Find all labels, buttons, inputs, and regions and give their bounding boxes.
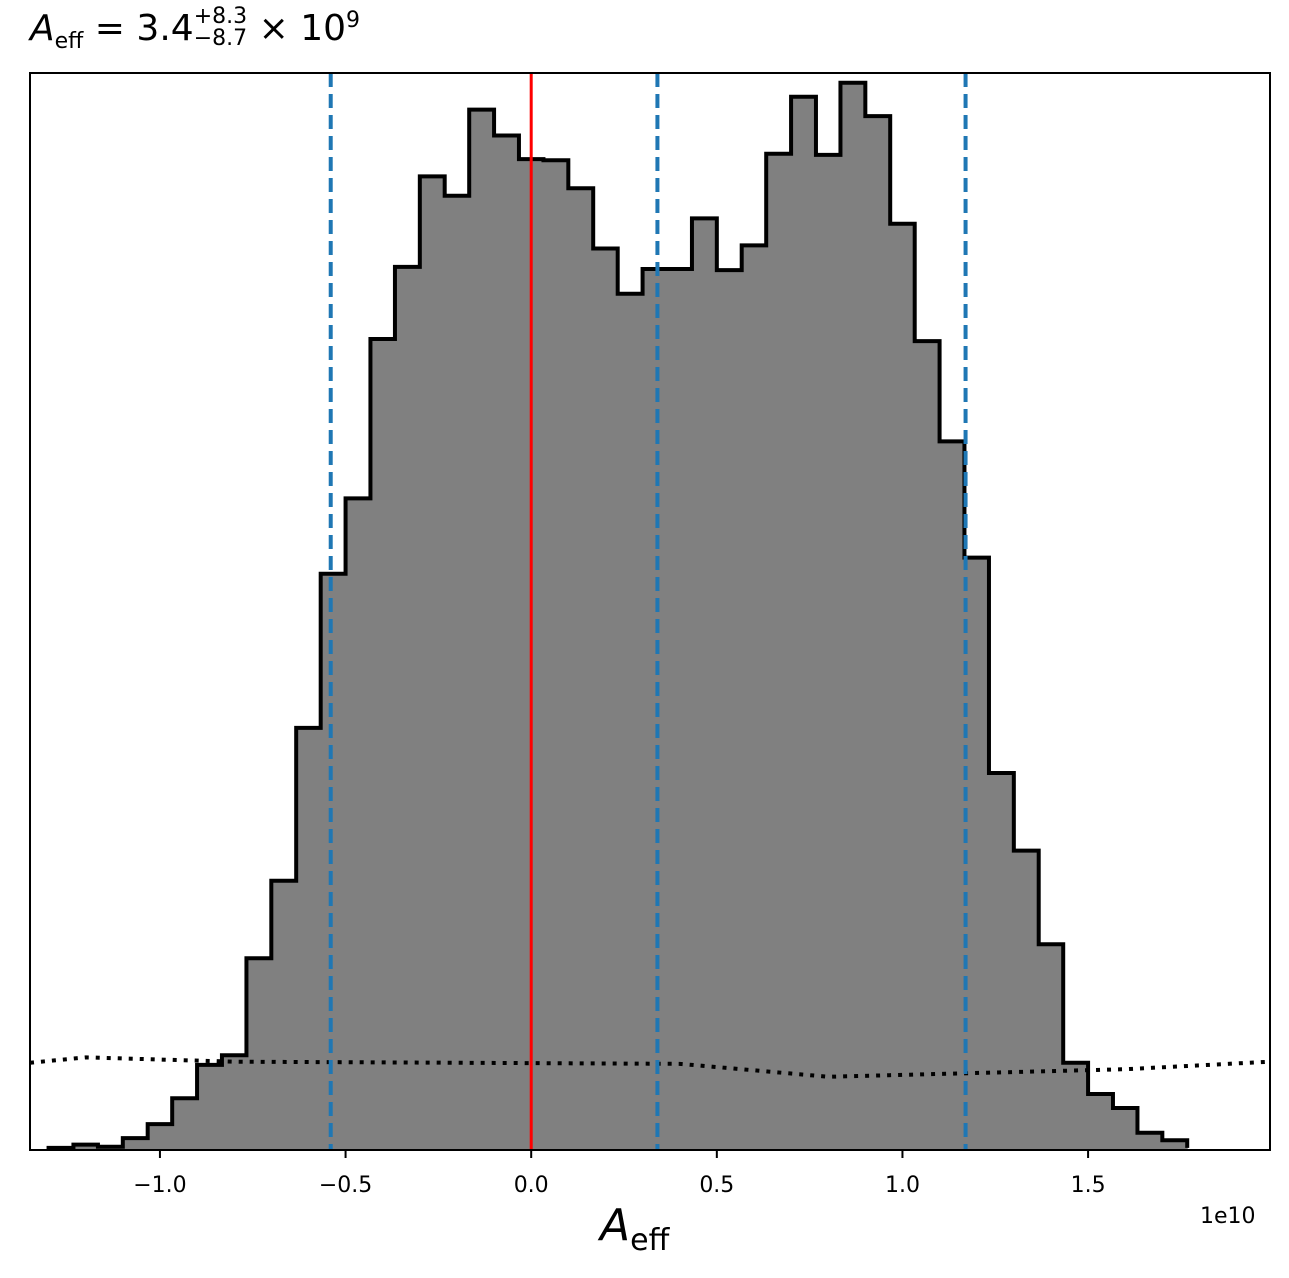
- x-axis: −1.0 −0.5 0.0 0.5 1.0 1.5: [133, 1150, 1106, 1198]
- histogram-bar: [568, 188, 594, 1150]
- histogram-bar: [988, 773, 1015, 1150]
- histogram-bar: [939, 441, 965, 1150]
- histogram-bar: [394, 266, 421, 1150]
- histogram-bar: [1038, 944, 1064, 1150]
- histogram-bar: [840, 82, 866, 1150]
- histogram-bar: [741, 245, 767, 1150]
- x-tick-label: 1.5: [1071, 1173, 1106, 1198]
- histogram-bar: [691, 218, 718, 1150]
- title-value: 3.4: [136, 8, 194, 49]
- histogram-bar: [766, 153, 792, 1150]
- x-axis-label-subscript: eff: [630, 1222, 670, 1258]
- x-axis-offset-label: 1e10: [1200, 1204, 1256, 1229]
- histogram-bar: [122, 1138, 149, 1150]
- plot-frame: [29, 72, 1271, 1151]
- histogram-bar: [320, 573, 347, 1150]
- histogram-bar: [296, 727, 322, 1150]
- histogram-bar: [444, 195, 470, 1150]
- histogram-bar: [370, 339, 396, 1150]
- title-symbol: A: [30, 8, 55, 49]
- histogram-bar: [593, 248, 619, 1150]
- title-upper-error: +8.3: [193, 4, 248, 29]
- histogram-bar: [221, 1055, 247, 1150]
- histogram-bar: [1112, 1107, 1138, 1150]
- histogram-bar: [246, 958, 272, 1150]
- chart-title: Aeff = 3.4 +8.3 −8.7 × 109: [30, 6, 360, 55]
- histogram-bar: [716, 270, 743, 1150]
- histogram-bar: [914, 341, 941, 1150]
- histogram-bar: [73, 1144, 99, 1150]
- histogram-bar: [345, 498, 371, 1150]
- histogram-bar: [494, 135, 520, 1150]
- histogram-bar: [791, 96, 817, 1150]
- plot-clip-group: [30, 73, 1270, 1150]
- x-tick-label: −0.5: [319, 1173, 372, 1198]
- title-times: ×: [258, 8, 289, 49]
- histogram-bar: [964, 557, 990, 1150]
- title-base: 10: [300, 8, 346, 49]
- title-subscript: eff: [54, 29, 84, 55]
- histogram-bar: [543, 160, 569, 1150]
- histogram-bar: [815, 154, 841, 1150]
- histogram-bar: [197, 1064, 223, 1150]
- histogram-bar: [1063, 1062, 1089, 1150]
- title-lower-error: −8.7: [193, 26, 248, 51]
- histogram-bar: [642, 269, 668, 1150]
- x-tick-label: 0.5: [699, 1173, 734, 1198]
- histogram-bar: [667, 269, 693, 1150]
- plot-area: [29, 72, 1271, 1151]
- x-axis-label: Aeff: [600, 1200, 669, 1258]
- histogram-outline: [46, 80, 1190, 1150]
- title-errors: +8.3 −8.7: [194, 6, 247, 50]
- prior-line: [30, 1055, 1270, 1079]
- histogram-bar: [1088, 1093, 1114, 1150]
- x-tick-label: −1.0: [133, 1173, 186, 1198]
- title-exponent: 9: [346, 8, 360, 33]
- x-tick-label: 1.0: [885, 1173, 920, 1198]
- histogram-bar: [617, 293, 644, 1150]
- histogram-bar: [1162, 1140, 1188, 1150]
- histogram-bar: [1137, 1132, 1163, 1150]
- histogram-bar: [890, 223, 916, 1150]
- x-axis-label-symbol: A: [600, 1200, 631, 1251]
- histogram-bar: [419, 176, 446, 1150]
- histogram-bar: [172, 1098, 198, 1150]
- x-tick-label: 0.0: [514, 1173, 549, 1198]
- histogram-bar: [271, 880, 297, 1150]
- histogram-bar: [1013, 850, 1040, 1150]
- histogram-bar: [469, 109, 495, 1150]
- histogram-bar: [147, 1124, 173, 1150]
- histogram-bar: [865, 116, 891, 1150]
- title-equals: =: [94, 8, 125, 49]
